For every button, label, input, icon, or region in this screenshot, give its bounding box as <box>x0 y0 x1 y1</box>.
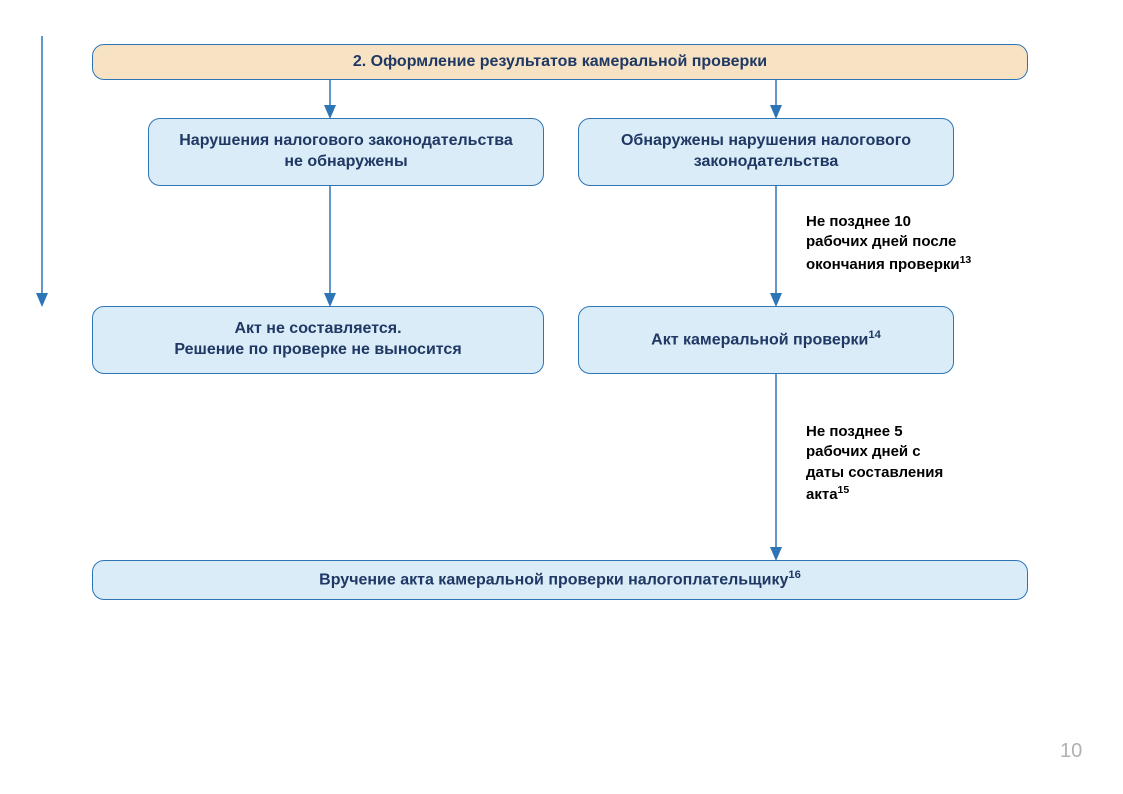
node-title-text: 2. Оформление результатов камеральной пр… <box>353 52 767 73</box>
node-no-violations: Нарушения налогового законодательстване … <box>148 118 544 186</box>
edge-label-10-days: Не позднее 10рабочих дней послеокончания… <box>806 212 1026 275</box>
node-act: Акт камеральной проверки14 <box>578 306 954 374</box>
node-act-text: Акт камеральной проверки14 <box>651 328 881 351</box>
node-no-act-text: Акт не составляется.Решение по проверке … <box>174 319 461 361</box>
node-delivery: Вручение акта камеральной проверки налог… <box>92 560 1028 600</box>
node-no-violations-text: Нарушения налогового законодательстване … <box>179 131 513 173</box>
node-delivery-text: Вручение акта камеральной проверки налог… <box>319 568 801 591</box>
node-no-act: Акт не составляется.Решение по проверке … <box>92 306 544 374</box>
node-title: 2. Оформление результатов камеральной пр… <box>92 44 1028 80</box>
node-violations-found: Обнаружены нарушения налоговогозаконодат… <box>578 118 954 186</box>
node-violations-found-text: Обнаружены нарушения налоговогозаконодат… <box>621 131 911 173</box>
flowchart-canvas: 2. Оформление результатов камеральной пр… <box>0 0 1123 794</box>
edge-label-5-days: Не позднее 5рабочих дней сдаты составлен… <box>806 422 1026 505</box>
page-number: 10 <box>1060 740 1082 763</box>
